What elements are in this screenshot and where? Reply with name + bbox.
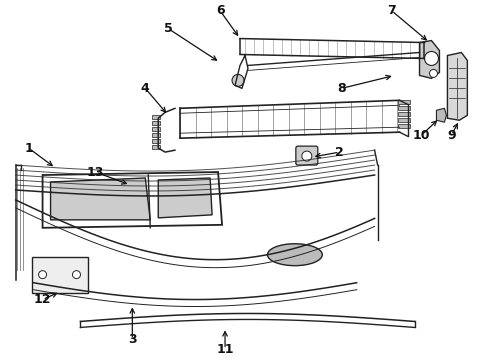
Text: 11: 11: [216, 343, 234, 356]
Text: 7: 7: [387, 4, 396, 17]
Bar: [152, 145, 160, 149]
Circle shape: [429, 69, 438, 77]
Text: 13: 13: [87, 166, 104, 179]
Text: 6: 6: [216, 4, 224, 17]
Polygon shape: [50, 178, 150, 220]
Circle shape: [232, 75, 244, 86]
Bar: [152, 139, 160, 143]
Bar: [397, 112, 410, 116]
Polygon shape: [158, 178, 212, 218]
Bar: [397, 100, 410, 104]
Bar: [397, 118, 410, 122]
Text: 2: 2: [335, 145, 344, 159]
Polygon shape: [447, 53, 467, 120]
Bar: [152, 115, 160, 119]
Bar: [397, 124, 410, 128]
FancyBboxPatch shape: [32, 257, 89, 293]
Bar: [152, 127, 160, 131]
Circle shape: [73, 271, 80, 279]
Text: 1: 1: [24, 141, 33, 155]
Text: 4: 4: [141, 82, 149, 95]
Circle shape: [39, 271, 47, 279]
Text: 12: 12: [34, 293, 51, 306]
Ellipse shape: [268, 244, 322, 266]
Bar: [152, 121, 160, 125]
Text: 8: 8: [338, 82, 346, 95]
Text: 9: 9: [447, 129, 456, 142]
Text: 3: 3: [128, 333, 137, 346]
Bar: [397, 106, 410, 110]
Circle shape: [302, 151, 312, 161]
FancyBboxPatch shape: [296, 146, 318, 165]
Circle shape: [424, 51, 439, 66]
Polygon shape: [437, 108, 446, 122]
Bar: [152, 133, 160, 137]
Polygon shape: [419, 41, 440, 78]
Text: 10: 10: [413, 129, 430, 142]
Text: 5: 5: [164, 22, 172, 35]
